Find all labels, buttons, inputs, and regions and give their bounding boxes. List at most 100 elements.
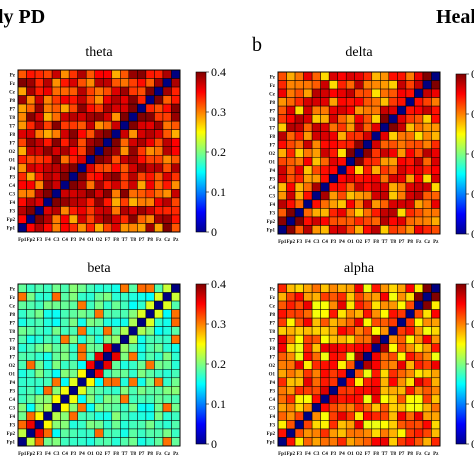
x-tick-label: Fp1 bbox=[278, 452, 287, 457]
heatmap-cell bbox=[303, 411, 313, 421]
heatmap-cell bbox=[26, 69, 36, 79]
heatmap-cell bbox=[85, 369, 95, 379]
heatmap-cell bbox=[380, 174, 390, 184]
heatmap-cell bbox=[128, 180, 138, 190]
x-tick-label: Pz bbox=[433, 452, 439, 457]
heatmap-cell bbox=[405, 334, 415, 344]
y-tick-label: C3 bbox=[269, 407, 276, 412]
heatmap-cell bbox=[154, 300, 164, 310]
heatmap-cell bbox=[371, 377, 381, 387]
heatmap-cell bbox=[103, 69, 113, 79]
heatmap-cell bbox=[111, 360, 121, 370]
x-tick-label: Cz bbox=[164, 238, 171, 243]
heatmap-cell bbox=[51, 283, 61, 293]
x-tick-label: F8 bbox=[113, 452, 119, 457]
heatmap-cell bbox=[85, 334, 95, 344]
heatmap-cell bbox=[171, 189, 181, 199]
heatmap-cell bbox=[60, 120, 70, 130]
heatmap-cell bbox=[311, 216, 321, 226]
heatmap-cell bbox=[85, 377, 95, 387]
x-tick-label: F7 bbox=[105, 452, 111, 457]
y-tick-label: Fp1 bbox=[267, 229, 276, 234]
x-tick-label: O2 bbox=[96, 452, 103, 457]
x-tick-label: O2 bbox=[356, 452, 363, 457]
heatmap-cell bbox=[414, 326, 424, 336]
colorbar bbox=[195, 283, 207, 445]
heatmap-cell bbox=[94, 394, 104, 404]
heatmap-cell bbox=[286, 369, 296, 379]
heatmap-cell bbox=[154, 351, 164, 361]
heatmap-cell bbox=[120, 420, 130, 430]
heatmap-cell bbox=[26, 86, 36, 96]
heatmap-cell bbox=[137, 351, 147, 361]
heatmap-cell bbox=[111, 137, 121, 147]
heatmap-cell bbox=[94, 78, 104, 88]
heatmap-cell bbox=[277, 139, 287, 149]
heatmap-cell bbox=[34, 369, 44, 379]
heatmap-cell bbox=[17, 197, 27, 207]
heatmap-cell bbox=[414, 351, 424, 361]
heatmap-cell bbox=[111, 334, 121, 344]
heatmap-cell bbox=[337, 309, 347, 319]
heatmap-cell bbox=[137, 369, 147, 379]
heatmap-cell bbox=[85, 112, 95, 122]
heatmap-cell bbox=[380, 199, 390, 209]
heatmap-cell bbox=[103, 343, 113, 353]
heatmap-cell bbox=[414, 420, 424, 430]
heatmap-cell bbox=[380, 334, 390, 344]
heatmap-cell bbox=[120, 403, 130, 413]
right-group-title: Heal bbox=[436, 6, 474, 28]
heatmap-cell bbox=[68, 334, 78, 344]
heatmap-cell bbox=[51, 292, 61, 302]
heatmap-cell bbox=[137, 206, 147, 216]
heatmap-cell bbox=[68, 411, 78, 421]
heatmap-cell bbox=[320, 216, 330, 226]
heatmap-cell bbox=[171, 326, 181, 336]
x-tick-label: T7 bbox=[382, 452, 388, 457]
heatmap-cell bbox=[68, 180, 78, 190]
heatmap-cell bbox=[320, 411, 330, 421]
heatmap-cell bbox=[371, 199, 381, 209]
heatmap-cell bbox=[345, 360, 355, 370]
heatmap-cell bbox=[311, 105, 321, 115]
heatmap-cell bbox=[303, 208, 313, 218]
heatmap-cell bbox=[94, 428, 104, 438]
heatmap-cell bbox=[17, 206, 27, 216]
heatmap-cell bbox=[60, 189, 70, 199]
heatmap-cell bbox=[34, 86, 44, 96]
heatmap-cell bbox=[85, 180, 95, 190]
heatmap-cell bbox=[328, 403, 338, 413]
heatmap-cell bbox=[371, 157, 381, 167]
heatmap-cell bbox=[277, 300, 287, 310]
heatmap-cell bbox=[277, 403, 287, 413]
heatmap-cell bbox=[277, 191, 287, 201]
heatmap-cell bbox=[85, 86, 95, 96]
heatmap-cell bbox=[320, 292, 330, 302]
heatmap-cell bbox=[145, 78, 155, 88]
heatmap-cell bbox=[431, 199, 441, 209]
heatmap-cell bbox=[145, 146, 155, 156]
heatmap-cell bbox=[363, 411, 373, 421]
heatmap-cell bbox=[171, 343, 181, 353]
heatmap-cell bbox=[388, 165, 398, 175]
heatmap-cell bbox=[128, 403, 138, 413]
heatmap-cell bbox=[145, 292, 155, 302]
heatmap-cell bbox=[277, 360, 287, 370]
heatmap-cell bbox=[103, 369, 113, 379]
heatmap-cell bbox=[354, 122, 364, 132]
heatmap-cell bbox=[43, 163, 53, 173]
y-tick-label: F4 bbox=[269, 415, 275, 420]
heatmap-cell bbox=[51, 163, 61, 173]
heatmap-cell bbox=[51, 189, 61, 199]
heatmap-cell bbox=[294, 71, 304, 81]
heatmap-cell bbox=[286, 174, 296, 184]
heatmap-cell bbox=[405, 437, 415, 447]
heatmap-cell bbox=[277, 97, 287, 107]
x-tick-label: F8 bbox=[373, 452, 379, 457]
heatmap-cell bbox=[111, 155, 121, 165]
heatmap-cell bbox=[320, 139, 330, 149]
heatmap-cell bbox=[34, 95, 44, 105]
heatmap-cell bbox=[51, 155, 61, 165]
heatmap-cell bbox=[60, 180, 70, 190]
heatmap-cell bbox=[154, 189, 164, 199]
